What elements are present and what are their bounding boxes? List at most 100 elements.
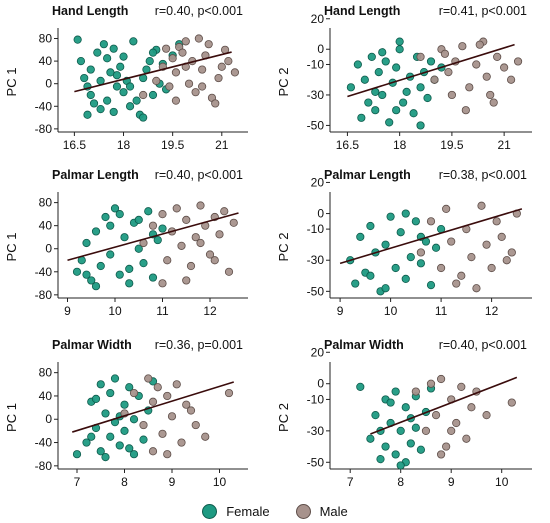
panel-4-point-male bbox=[472, 284, 481, 293]
panel-4-y-tick-label: -50 bbox=[307, 284, 325, 298]
panel-1-point-female bbox=[103, 96, 112, 105]
panel-2-y-tick-label: -50 bbox=[307, 118, 325, 132]
panel-3-point-female bbox=[82, 238, 91, 248]
panel-3-stat: r=0.40, p<0.001 bbox=[155, 168, 243, 182]
panel-6-point-male bbox=[436, 374, 446, 384]
panel-5-point-male bbox=[153, 383, 162, 392]
panel-6-point-female bbox=[371, 411, 380, 420]
panel-1-point-female bbox=[119, 52, 128, 61]
panel-4-y-tick-label: 0 bbox=[317, 207, 324, 221]
panel-5-point-female bbox=[110, 374, 120, 383]
panel-6-y-tick-label: -30 bbox=[307, 424, 325, 438]
panel-1-point-male bbox=[224, 57, 233, 66]
panel-5-y-tick-label: -40 bbox=[35, 436, 53, 450]
panel-1-point-female bbox=[73, 35, 82, 44]
panel-3-point-male bbox=[205, 250, 215, 259]
panel-6-point-male bbox=[421, 426, 431, 435]
panel-2-x-tick-label: 18 bbox=[393, 138, 407, 152]
panel-5-x-tick-label: 8 bbox=[121, 475, 128, 489]
panel-1-point-female bbox=[132, 96, 141, 105]
panel-2-point-male bbox=[440, 49, 450, 58]
panel-3-point-male bbox=[196, 201, 205, 210]
panel-5-point-female bbox=[96, 447, 105, 456]
panel-3-point-female bbox=[125, 279, 134, 288]
panel-5-point-female bbox=[101, 409, 110, 418]
panel-1-point-female bbox=[139, 113, 148, 122]
panel-2-point-male bbox=[493, 52, 502, 61]
figure-svg: Hand Length r=0.40, p<0.001 PC 1 -80 -40 0 40 8… bbox=[4, 4, 532, 489]
panel-1-point-male bbox=[165, 82, 174, 91]
panel-5-point-female bbox=[101, 452, 110, 462]
panel-4-point-male bbox=[502, 256, 511, 265]
panel-1-point-female bbox=[112, 71, 122, 80]
panel-1-point-female bbox=[83, 110, 92, 119]
panel-1-point-female bbox=[89, 99, 99, 108]
panel-3-y-label: PC 1 bbox=[4, 233, 19, 262]
panel-3-point-female bbox=[134, 215, 143, 225]
panel-1-y-tick-label: 0 bbox=[45, 77, 52, 91]
panel-5-point-female bbox=[96, 380, 105, 389]
panel-3-point-male bbox=[177, 241, 186, 250]
panel-5-point-female bbox=[106, 388, 115, 398]
panel-1-y-tick-label: 80 bbox=[39, 32, 53, 46]
panel-2-point-female bbox=[360, 75, 369, 84]
panel-1-point-female bbox=[76, 57, 86, 66]
panel-2-x-tick-label: 21 bbox=[497, 138, 511, 152]
panel-6-y-label: PC 2 bbox=[276, 403, 291, 432]
panel-4-point-male bbox=[416, 248, 425, 257]
legend-swatch-male bbox=[295, 503, 311, 519]
panel-6-point-male bbox=[436, 450, 446, 459]
panel-5-point-male bbox=[177, 438, 186, 447]
panel-2-point-male bbox=[486, 90, 495, 100]
panel-1-point-male bbox=[168, 54, 177, 63]
panel-2-title: Hand Length bbox=[324, 4, 400, 18]
panel-1-point-male bbox=[198, 65, 207, 74]
panel-2-point-female bbox=[416, 83, 425, 92]
panel-6-point-male bbox=[442, 442, 451, 451]
panel-4-title: Palmar Length bbox=[324, 168, 411, 182]
panel-1-point-female bbox=[116, 62, 125, 71]
panel-6-point-male bbox=[507, 398, 516, 407]
panel-4-point-male bbox=[447, 237, 456, 246]
panel-2-point-female bbox=[364, 98, 373, 107]
panel-1-point-female bbox=[93, 48, 102, 57]
panel-5-point-female bbox=[125, 444, 134, 453]
panel-3-point-male bbox=[229, 218, 238, 227]
panel-1-point-female bbox=[109, 44, 118, 53]
panel-5-y-tick-label: -80 bbox=[35, 459, 53, 473]
panel-4-point-female bbox=[401, 209, 410, 218]
panel-4-point-male bbox=[426, 217, 436, 226]
panel-4-point-female bbox=[366, 221, 375, 231]
panel-2-point-male bbox=[475, 40, 484, 49]
panel-6-point-male bbox=[452, 418, 461, 428]
panel-3-x-tick-label: 11 bbox=[156, 304, 169, 318]
panel-5-x-tick-label: 10 bbox=[213, 475, 227, 489]
panel-6-point-male bbox=[411, 387, 420, 396]
panel-1-y-tick-label: -40 bbox=[35, 99, 53, 113]
panel-6-point-female bbox=[366, 434, 375, 443]
panel-1-point-female bbox=[96, 105, 105, 114]
panel-6-point-female bbox=[401, 403, 410, 412]
panel-6-point-male bbox=[431, 411, 441, 420]
panel-3-point-female bbox=[134, 244, 143, 253]
panel-2-point-male bbox=[482, 72, 491, 81]
panel-4-point-female bbox=[396, 228, 405, 237]
panel-2-point-female bbox=[392, 63, 401, 72]
panel-5-point-male bbox=[186, 406, 196, 415]
panel-5-point-male bbox=[167, 412, 177, 421]
panel-3-point-female bbox=[87, 276, 96, 285]
panel-4-point-female bbox=[351, 279, 360, 288]
panel-2-point-male bbox=[489, 98, 498, 107]
panel-4-point-female bbox=[411, 217, 420, 226]
panel-1-point-male bbox=[162, 44, 171, 53]
panel-1-trend-line bbox=[74, 51, 232, 93]
panel-3-point-male bbox=[163, 256, 172, 265]
panel-2-point-male bbox=[472, 60, 481, 69]
panel-1-x-tick-label: 19.5 bbox=[161, 138, 185, 152]
legend-label-male: Male bbox=[319, 503, 348, 519]
panel-3-y-tick-label: 0 bbox=[45, 242, 52, 256]
panel-3-point-male bbox=[172, 204, 181, 213]
panel-3-point-male bbox=[186, 261, 196, 271]
panel-6-x-tick-label: 7 bbox=[347, 475, 354, 489]
panel-4-point-male bbox=[477, 201, 486, 210]
